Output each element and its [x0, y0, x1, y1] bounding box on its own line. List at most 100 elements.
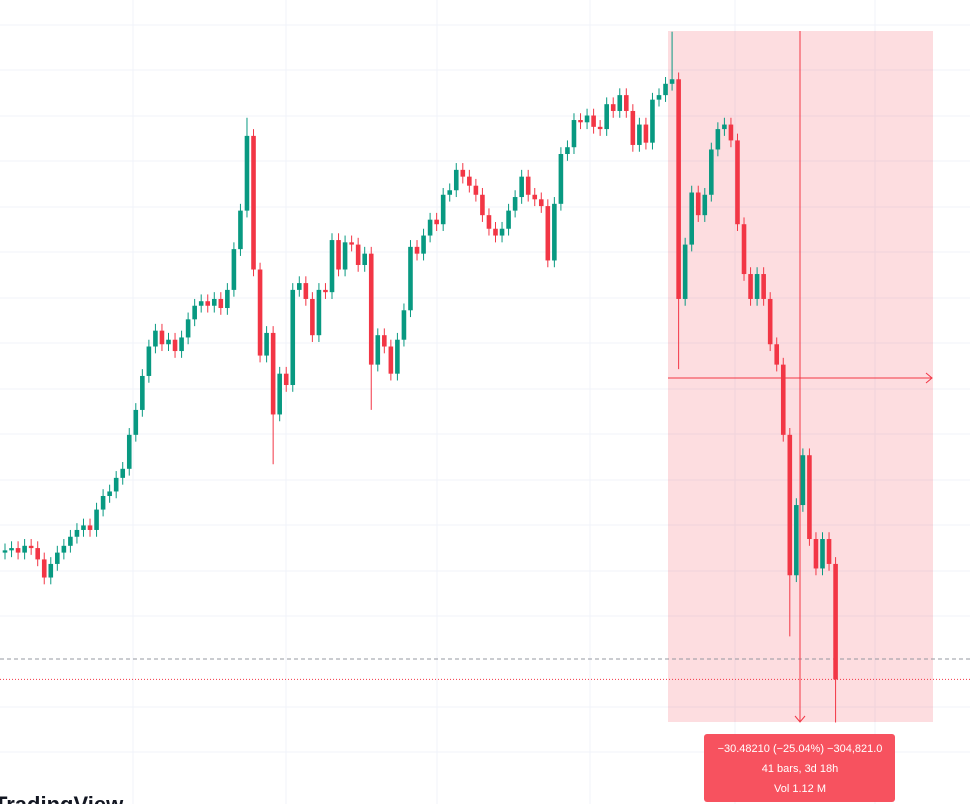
candle-body [807, 455, 812, 540]
candle-body [434, 219, 439, 225]
candle-body [624, 95, 629, 111]
candle-body [447, 190, 453, 195]
candle-body [349, 242, 354, 245]
candle-body [107, 491, 112, 496]
candle-body [467, 176, 472, 186]
candle-body [270, 332, 276, 415]
candle-body [264, 332, 269, 356]
candle-body [336, 240, 341, 270]
candle-body [643, 124, 649, 143]
candle-body [820, 539, 825, 569]
candle-body [28, 545, 34, 549]
candle-body [297, 283, 302, 290]
candle-body [74, 529, 80, 537]
candle-body [35, 548, 40, 560]
candle-body [800, 455, 806, 506]
candle-body [257, 269, 263, 356]
candle-body [61, 545, 67, 553]
candle-body [362, 253, 367, 265]
candle-body [401, 310, 407, 340]
candle-body [368, 253, 374, 365]
candle-body [499, 228, 505, 236]
candle-body [565, 147, 570, 155]
candle-body [408, 246, 413, 311]
candle-body [382, 335, 387, 347]
candle-body [813, 539, 819, 569]
candle-body [323, 289, 328, 293]
candle-body [532, 194, 538, 200]
candle-body [427, 219, 433, 236]
candle-body [682, 244, 688, 299]
candle-body [741, 224, 747, 275]
candle-body [597, 126, 603, 130]
candle-body [342, 242, 348, 270]
candle-body [133, 409, 139, 435]
candle-body [480, 194, 485, 216]
candle-body [388, 346, 394, 374]
candle-body [780, 364, 786, 435]
candle-body [591, 115, 596, 127]
measure-arrows [668, 31, 933, 723]
candle-body [473, 185, 479, 195]
candle-body [525, 176, 531, 195]
measure-volume: Vol 1.12 M [774, 783, 826, 795]
candle-body [375, 335, 381, 365]
candle-body [283, 373, 289, 386]
candle-body [794, 505, 799, 576]
candle-body [578, 120, 583, 123]
candle-body [728, 124, 734, 141]
candle-body [22, 545, 27, 553]
candle-body [166, 339, 171, 345]
measure-change: −30.48210 (−25.04%) −304,821.0 [718, 743, 883, 755]
candle-body [146, 346, 152, 376]
candle-body [767, 298, 773, 345]
candle-body [512, 197, 518, 211]
candle-body [172, 339, 178, 352]
candle-body [460, 169, 466, 177]
candle-body [610, 104, 616, 111]
candle-body [153, 330, 158, 347]
candle-body [159, 330, 165, 345]
candle-body [87, 525, 93, 530]
candle-body [421, 235, 426, 254]
candle-body [2, 550, 8, 553]
measure-bars: 41 bars, 3d 18h [762, 763, 838, 775]
candle-body [41, 559, 47, 578]
candle-body [126, 434, 132, 469]
candle-body [826, 539, 832, 564]
candle-body [630, 110, 636, 145]
candle-body [486, 215, 492, 229]
candle-body [571, 120, 577, 148]
candle-body [833, 563, 838, 680]
candle-body [225, 289, 230, 309]
candle-body [493, 228, 498, 236]
candle-body [787, 434, 793, 576]
candle-body [9, 548, 14, 551]
arrow-head [794, 715, 806, 723]
candle-body [676, 79, 681, 299]
candle-body [453, 169, 459, 191]
candle-body [761, 274, 766, 299]
candle-body [94, 509, 99, 530]
candle-body [303, 283, 309, 299]
candle-body [519, 176, 524, 198]
candle-body [55, 552, 60, 564]
candle-body [650, 99, 655, 143]
candle-body [48, 563, 54, 578]
candle-body [545, 206, 551, 261]
candle-body [558, 154, 564, 204]
measure-box [704, 734, 895, 802]
candle-body [120, 468, 126, 478]
arrow-head [925, 372, 933, 384]
candle-body [68, 536, 73, 546]
candle-body [414, 246, 420, 254]
measure-label: −30.48210 (−25.04%) −304,821.0 41 bars, … [704, 734, 895, 802]
candle-body [689, 192, 694, 245]
candle-body [748, 274, 753, 299]
candle-body [715, 129, 721, 150]
candle-body [774, 344, 780, 365]
candles [2, 31, 838, 723]
candle-body [604, 104, 609, 130]
